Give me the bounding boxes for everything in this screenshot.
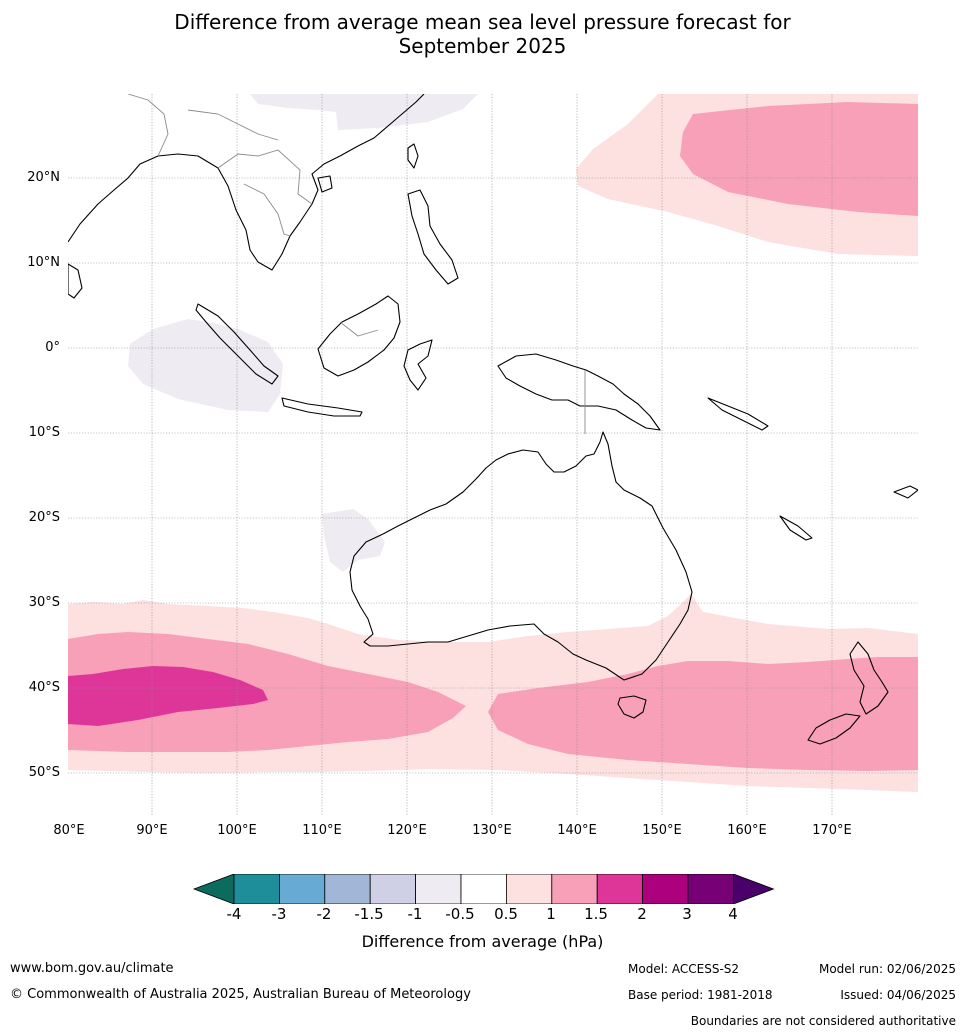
coastline-tasmania xyxy=(617,695,647,719)
lon-label-90e: 90°E xyxy=(136,823,168,838)
colorbar-tick: 1 xyxy=(546,905,556,923)
colorbar-tick: -4 xyxy=(226,905,242,923)
coastline-solomon-islands xyxy=(707,397,769,431)
coastline-hainan xyxy=(317,175,333,193)
lon-label-150e: 150°E xyxy=(642,823,682,838)
anomaly-region-china-weak xyxy=(250,94,478,130)
lon-label-160e: 160°E xyxy=(727,823,767,838)
anomaly-region-southern-east-medium xyxy=(488,657,918,771)
coastline-australia xyxy=(349,431,693,681)
lon-label-140e: 140°E xyxy=(557,823,597,838)
coastline-asia-mainland xyxy=(68,94,425,271)
anomaly-region-ne-pacific-medium xyxy=(680,102,918,216)
colorbar-segment xyxy=(460,874,507,904)
coastline-nz-south xyxy=(807,713,861,745)
boundaries-disclaimer: Boundaries are not considered authoritat… xyxy=(690,1014,956,1028)
colorbar-tick: 0.5 xyxy=(494,905,518,923)
colorbar-arrow-high xyxy=(733,874,775,904)
colorbar xyxy=(192,874,775,904)
coastline-borneo xyxy=(317,295,401,377)
colorbar-segment xyxy=(642,874,689,904)
lat-label-50s: 50°S xyxy=(28,765,60,780)
title-line-2: September 2025 xyxy=(398,34,567,58)
colorbar-segment xyxy=(596,874,644,904)
colorbar-tick: -2 xyxy=(316,905,332,923)
copyright-text: © Commonwealth of Australia 2025, Austra… xyxy=(10,987,471,1002)
colorbar-segment xyxy=(687,874,734,904)
colorbar-arrow-low xyxy=(192,874,235,904)
pressure-anomaly-map xyxy=(68,94,918,816)
coastline-new-caledonia xyxy=(779,515,813,541)
colorbar-segment xyxy=(369,874,417,904)
base-period: Base period: 1981-2018 xyxy=(628,988,773,1002)
map-title: Difference from average mean sea level p… xyxy=(0,10,965,58)
lat-label-20s: 20°S xyxy=(28,510,60,525)
lat-label-10s: 10°S xyxy=(28,425,60,440)
anomaly-region-wa-weak xyxy=(322,509,385,572)
colorbar-tick: 2 xyxy=(637,905,647,923)
lat-label-30s: 30°S xyxy=(28,595,60,610)
colorbar-tick: -1.5 xyxy=(354,905,384,923)
coastline-java xyxy=(281,397,363,417)
coastline-nz-north xyxy=(849,641,889,715)
colorbar-segment xyxy=(505,874,553,904)
colorbar-tick: 3 xyxy=(682,905,692,923)
website-link[interactable]: www.bom.gov.au/climate xyxy=(10,961,174,976)
model-run-date: Model run: 02/06/2025 xyxy=(818,962,956,976)
colorbar-segment xyxy=(233,874,280,904)
colorbar-segment xyxy=(324,874,371,904)
issued-date: Issued: 04/06/2025 xyxy=(840,988,956,1002)
coastline-fiji xyxy=(893,485,918,499)
coastline-sulawesi xyxy=(403,339,433,391)
title-line-1: Difference from average mean sea level p… xyxy=(174,10,791,34)
coastline-sri-lanka xyxy=(68,263,83,299)
colorbar-segment xyxy=(551,874,598,904)
lon-label-120e: 120°E xyxy=(387,823,427,838)
lon-label-170e: 170°E xyxy=(812,823,852,838)
colorbar-tick: -1 xyxy=(407,905,423,923)
anomaly-region-southern-west-strong xyxy=(68,666,268,726)
coastline-sumatra xyxy=(195,303,279,385)
anomaly-region-indian-ocean-weak xyxy=(128,319,283,412)
colorbar-tick: 1.5 xyxy=(584,905,608,923)
border-se-asia xyxy=(127,94,313,237)
colorbar-segment xyxy=(278,874,326,904)
colorbar-label: Difference from average (hPa) xyxy=(361,932,604,951)
lon-label-130e: 130°E xyxy=(472,823,512,838)
lat-label-20n: 20°N xyxy=(27,170,60,185)
lat-label-40s: 40°S xyxy=(28,680,60,695)
lon-label-100e: 100°E xyxy=(217,823,257,838)
coastline-taiwan xyxy=(407,143,419,169)
colorbar-tick: 4 xyxy=(728,905,738,923)
lat-label-10n: 10°N xyxy=(27,255,60,270)
colorbar-tick: -3 xyxy=(271,905,287,923)
coastline-new-guinea xyxy=(497,353,661,431)
colorbar-tick: -0.5 xyxy=(445,905,475,923)
border-borneo xyxy=(339,321,379,337)
model-name: Model: ACCESS-S2 xyxy=(628,962,740,976)
lon-label-110e: 110°E xyxy=(302,823,342,838)
coastline-philippines xyxy=(407,189,459,285)
lon-label-80e: 80°E xyxy=(53,823,85,838)
anomaly-region-southern-west-medium xyxy=(68,632,466,752)
lat-label-equator: 0° xyxy=(45,340,60,355)
colorbar-segment xyxy=(415,874,462,904)
